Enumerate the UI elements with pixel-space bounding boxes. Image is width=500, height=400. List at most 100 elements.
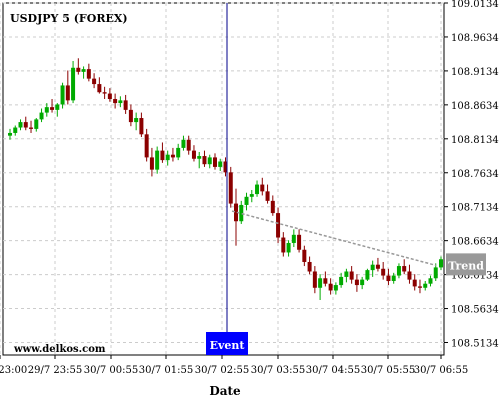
candle-body xyxy=(160,150,165,161)
candle-body xyxy=(8,132,12,136)
candle-body xyxy=(60,85,65,105)
candle-body xyxy=(134,118,139,123)
candle-body xyxy=(71,67,76,101)
candle-body xyxy=(207,157,212,165)
candle-body xyxy=(239,204,244,222)
candle-series xyxy=(8,58,443,300)
x-tick-label: 29/7 23:00 xyxy=(0,365,27,376)
candle-body xyxy=(391,275,396,281)
candle-body xyxy=(186,139,191,151)
x-tick-label: 30/7 03:55 xyxy=(251,365,305,376)
candle-body xyxy=(223,161,228,173)
candle-body xyxy=(286,242,291,253)
candle-body xyxy=(396,266,401,276)
candle-body xyxy=(360,279,365,286)
candle-body xyxy=(365,270,370,280)
candle-body xyxy=(102,92,107,94)
candle-body xyxy=(386,275,391,281)
candle-body xyxy=(29,127,34,129)
candle-body xyxy=(97,84,102,93)
candle-body xyxy=(181,139,186,148)
candle-body xyxy=(291,234,296,243)
candle-body xyxy=(81,69,86,72)
candle-body xyxy=(407,271,412,280)
candle-body xyxy=(113,99,118,104)
candle-body xyxy=(39,112,44,120)
candle-body xyxy=(218,161,223,167)
candle-body xyxy=(107,93,112,100)
candle-body xyxy=(202,156,207,165)
candle-body xyxy=(260,184,265,192)
candle-body xyxy=(50,107,55,110)
candle-body xyxy=(65,85,70,101)
y-tick-label: 108.6134 xyxy=(451,271,499,282)
grid-lines xyxy=(0,2,444,355)
candle-body xyxy=(265,191,270,201)
candle-body xyxy=(423,283,428,288)
candle-body xyxy=(439,259,443,268)
candle-body xyxy=(197,156,202,159)
candle-body xyxy=(312,271,317,288)
y-tick-label: 108.6634 xyxy=(451,237,499,248)
candle-body xyxy=(86,69,91,79)
candle-body xyxy=(249,194,254,197)
watermark-text: www.delkos.com xyxy=(13,344,106,355)
chart-title: USDJPY 5 (FOREX) xyxy=(10,12,128,25)
candle-body xyxy=(402,266,407,272)
candle-body xyxy=(281,237,286,253)
y-tick-label: 108.7134 xyxy=(451,203,499,214)
candle-body xyxy=(333,285,338,291)
y-tick-label: 108.9134 xyxy=(451,67,499,78)
candle-body xyxy=(307,261,312,272)
candle-body xyxy=(323,278,328,284)
y-tick-label: 108.8134 xyxy=(451,135,499,146)
candle-body xyxy=(144,134,149,158)
candle-body xyxy=(76,67,81,72)
event-label: Event xyxy=(210,339,246,352)
candle-body xyxy=(191,150,196,159)
y-tick-label: 109.0134 xyxy=(451,0,499,10)
candle-body xyxy=(44,107,49,113)
candle-body xyxy=(428,278,433,284)
candle-body xyxy=(339,276,344,286)
candle-body xyxy=(128,109,133,123)
candle-body xyxy=(55,104,60,110)
trend-line xyxy=(231,210,437,267)
x-tick-label: 30/7 00:55 xyxy=(84,365,138,376)
candle-body xyxy=(165,154,170,161)
candle-body xyxy=(149,157,154,170)
candle-body xyxy=(276,213,281,238)
y-tick-label: 108.9634 xyxy=(451,33,499,44)
x-tick-label: 30/7 02:55 xyxy=(195,365,249,376)
candle-body xyxy=(354,279,359,286)
x-axis-title: Date xyxy=(209,384,241,398)
candle-body xyxy=(302,249,307,262)
candle-body xyxy=(170,154,175,158)
candle-body xyxy=(417,286,422,288)
candle-body xyxy=(255,184,260,195)
x-tick-label: 30/7 06:55 xyxy=(414,365,468,376)
candle-body xyxy=(13,127,18,133)
candle-body xyxy=(123,100,128,110)
candle-body xyxy=(18,122,23,128)
candle-body xyxy=(244,196,249,205)
candle-body xyxy=(318,278,323,288)
trend-badge xyxy=(446,253,486,276)
y-tick-label: 108.8634 xyxy=(451,101,499,112)
candle-body xyxy=(212,157,217,167)
candle-body xyxy=(34,119,39,129)
x-tick-label: 30/7 01:55 xyxy=(139,365,193,376)
y-axis: 109.0134 108.9634 108.9134 108.8634 108.8134… xyxy=(444,0,499,350)
candle-body xyxy=(349,271,354,280)
candle-body xyxy=(412,279,417,287)
candle-body xyxy=(297,234,302,250)
x-tick-label: 30/7 04:55 xyxy=(306,365,360,376)
candle-body xyxy=(433,267,438,279)
candle-body xyxy=(328,283,333,291)
candle-body xyxy=(381,268,386,276)
trend-label: Trend xyxy=(448,259,484,272)
candle-body xyxy=(92,78,97,85)
